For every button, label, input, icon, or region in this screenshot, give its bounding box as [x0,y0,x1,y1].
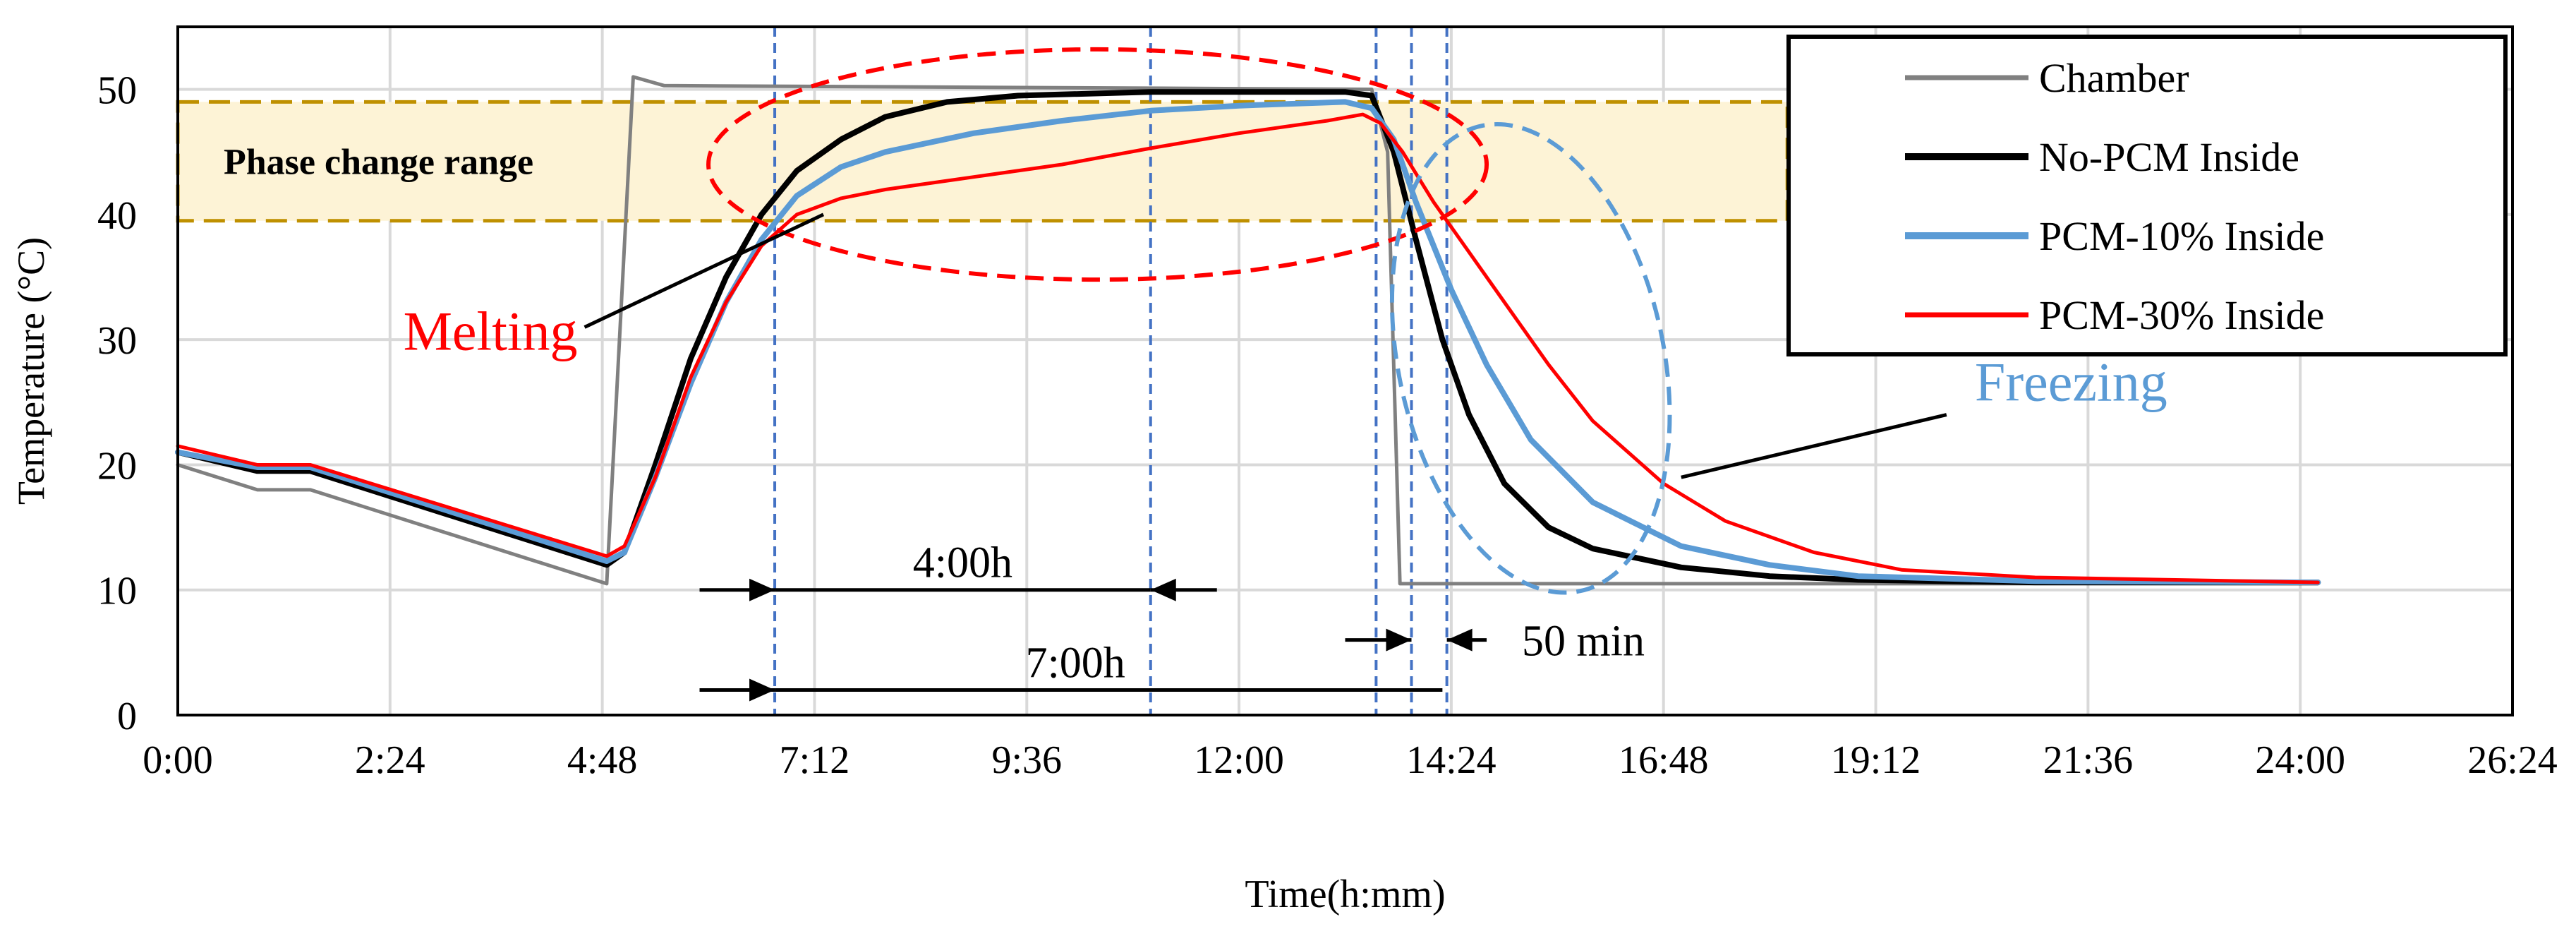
arrow-head [1386,628,1412,652]
x-tick-label: 4:48 [567,738,638,782]
x-tick-label: 16:48 [1619,738,1709,782]
x-tick-label: 24:00 [2255,738,2345,782]
series-line-chamber [176,75,2320,586]
measure-label-4h: 4:00h [913,539,1012,587]
arrow-head [749,578,775,601]
phase-change-band: Phase change range [176,100,1789,223]
legend-label-no_pcm: No-PCM Inside [2039,134,2299,180]
y-tick-label: 20 [97,444,137,488]
series-line-no_pcm [175,89,2321,586]
freezing-label: Freezing [1975,352,2167,413]
legend-box [1786,35,2508,356]
y-axis-label: Temperature (°C) [10,237,52,505]
melting-pointer [583,212,825,329]
plot-frame [176,25,2514,716]
legend-label-chamber: Chamber [2039,55,2189,101]
freezing-pointer [1681,413,1947,479]
melting-ellipse [706,47,1489,282]
y-tick-label: 10 [97,570,137,613]
y-tick-label: 0 [117,695,137,738]
arrow-head [749,678,775,702]
arrow-head [1446,628,1473,652]
x-tick-label: 0:00 [143,738,213,782]
y-axis-ticks: 0 10 20 30 40 50 [97,69,137,738]
phase-band-label: Phase change range [224,143,533,183]
y-tick-label: 30 [97,319,137,363]
arrow-head [1150,578,1176,601]
x-tick-label: 12:00 [1194,738,1284,782]
y-tick-label: 50 [97,69,137,113]
x-axis-label: Time(h:mm) [1245,872,1445,916]
series-lines [175,75,2321,586]
x-tick-label: 19:12 [1831,738,1921,782]
measure-label-50min: 50 min [1522,618,1645,666]
y-tick-label: 40 [97,194,137,238]
legend: Chamber No-PCM Inside PCM-10% Inside PCM-30… [1786,35,2508,356]
x-tick-label: 9:36 [991,738,1062,782]
freezing-ellipse [1389,122,1672,595]
legend-label-pcm10: PCM-10% Inside [2039,213,2324,259]
time-measurements: 4:00h 7:00h 50 min [699,539,1645,702]
x-axis-ticks: 0:00 2:24 4:48 7:12 9:36 12:00 14:24 16:48 19:12… [143,738,2558,782]
melting-label: Melting [404,300,578,361]
x-tick-label: 7:12 [780,738,850,782]
legend-label-pcm30: PCM-30% Inside [2039,292,2324,338]
x-tick-label: 2:24 [355,738,425,782]
x-tick-label: 14:24 [1406,738,1496,782]
annotations: Melting Freezing [404,47,2167,595]
phase-band-rect [176,100,1789,223]
x-tick-label: 21:36 [2043,738,2134,782]
measure-label-7h: 7:00h [1026,640,1125,688]
x-tick-label: 26:24 [2467,738,2558,782]
